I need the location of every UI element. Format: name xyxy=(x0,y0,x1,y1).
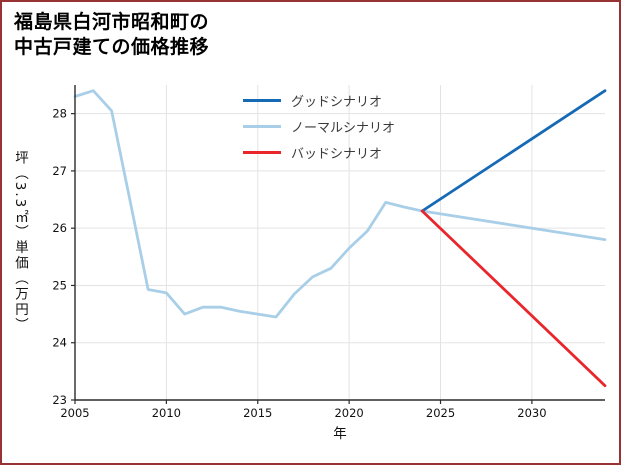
y-tick-label: 23 xyxy=(52,393,67,407)
series-line-bad-scenario xyxy=(420,209,607,388)
y-tick-label: 24 xyxy=(52,336,67,350)
y-axis-label: 坪（3.3㎡）単価（万円） xyxy=(12,150,28,334)
legend-item-bad-scenario: バッドシナリオ xyxy=(243,144,395,162)
x-tick-label: 2015 xyxy=(243,406,272,420)
y-tick-label: 25 xyxy=(52,278,67,292)
x-tick-label: 2020 xyxy=(334,406,363,420)
legend-label-normal-scenario: ノーマルシナリオ xyxy=(291,120,396,136)
series-line-normal-scenario xyxy=(73,89,607,319)
chart-title-line2: 中古戸建ての価格推移 xyxy=(14,35,210,58)
x-tick-label: 2030 xyxy=(517,406,546,420)
chart-legend: グッドシナリオ ノーマルシナリオ バッドシナリオ xyxy=(243,92,396,162)
y-tick-label: 26 xyxy=(52,221,67,235)
legend-swatch-good-scenario xyxy=(243,98,281,102)
x-tick-label: 2025 xyxy=(426,406,455,420)
legend-swatch-normal-scenario xyxy=(243,124,281,128)
chart-title: 福島県白河市昭和町の 中古戸建ての価格推移 xyxy=(14,10,209,59)
series-line-good-scenario xyxy=(420,89,607,213)
legend-label-bad-scenario: バッドシナリオ xyxy=(291,146,383,162)
y-tick-label: 27 xyxy=(52,164,67,178)
chart-title-line1: 福島県白河市昭和町の xyxy=(14,11,210,33)
x-tick-label: 2005 xyxy=(60,406,89,420)
y-tick-label: 28 xyxy=(52,107,67,121)
legend-label-good-scenario: グッドシナリオ xyxy=(291,94,383,110)
legend-item-normal-scenario: ノーマルシナリオ xyxy=(243,118,396,136)
x-tick-label: 2010 xyxy=(152,406,181,420)
legend-swatch-bad-scenario xyxy=(243,150,281,154)
legend-item-good-scenario: グッドシナリオ xyxy=(243,92,395,110)
x-axis-label: 年 xyxy=(333,426,347,442)
